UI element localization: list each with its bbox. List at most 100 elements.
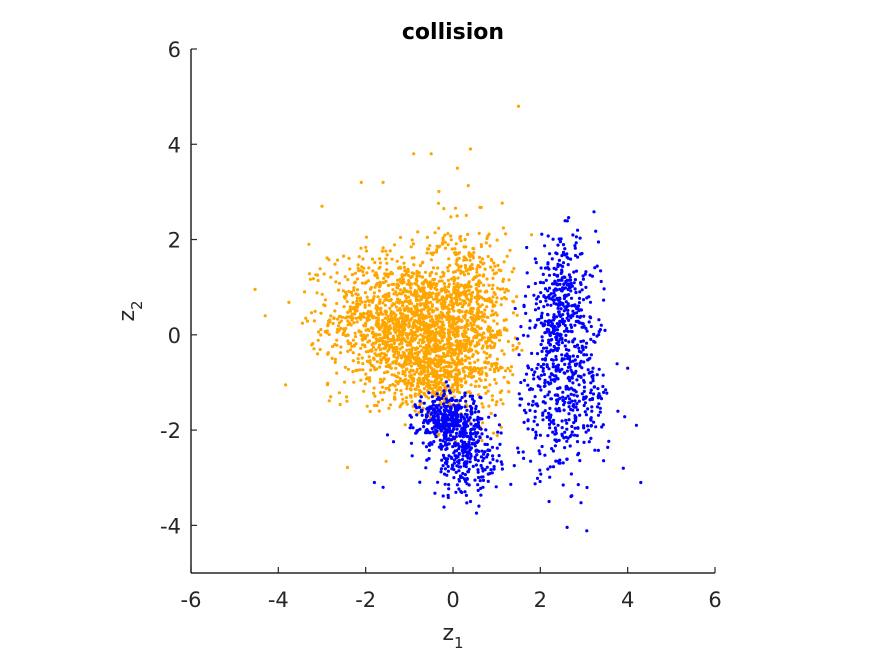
point-s2-1278 [474, 463, 478, 467]
point-s1-1006 [367, 328, 371, 333]
point-s2-1476 [468, 499, 473, 504]
point-s1-1604 [480, 310, 484, 314]
point-s2-1398 [432, 417, 436, 421]
point-s1-1934 [480, 338, 484, 342]
point-s2-1300 [454, 490, 458, 494]
point-s2-1201 [446, 409, 450, 413]
point-s1-1875 [438, 345, 442, 349]
point-s2-731 [598, 406, 602, 410]
point-s2-1171 [457, 404, 461, 408]
point-s1-1461 [401, 333, 405, 337]
point-s2-1032 [447, 389, 451, 393]
point-s1-1952 [449, 238, 453, 242]
point-s2-985 [465, 446, 469, 450]
point-s1-1232 [373, 394, 377, 398]
point-s1-2474 [410, 400, 414, 404]
point-s1-1476 [394, 348, 398, 352]
point-s1-2100 [478, 273, 482, 277]
point-s1-911 [374, 283, 378, 287]
point-s2-713 [533, 436, 538, 440]
point-s1-633 [456, 282, 460, 286]
point-s1-319 [397, 342, 401, 346]
point-s1-893 [464, 213, 468, 217]
point-s1-1867 [495, 433, 499, 438]
point-s2-84 [584, 285, 588, 289]
point-s2-733 [616, 409, 620, 413]
point-s2-692 [524, 372, 529, 376]
point-s1-1433 [346, 349, 350, 353]
point-s2-1234 [468, 460, 472, 464]
point-s1-2222 [499, 303, 503, 307]
point-s1-1894 [416, 230, 420, 234]
point-s2-826 [415, 413, 419, 417]
point-s2-259 [540, 311, 544, 315]
point-s1-1486 [396, 334, 400, 338]
point-s1-1023 [396, 297, 400, 301]
point-s1-2144 [452, 282, 456, 286]
point-s1-2303 [393, 395, 397, 399]
point-s2-156 [563, 275, 567, 279]
point-s1-551 [384, 249, 388, 253]
point-s1-676 [436, 319, 440, 323]
point-s2-364 [539, 266, 543, 270]
point-s2-113 [548, 252, 552, 256]
point-s1-1443 [350, 312, 354, 316]
point-s1-621 [386, 283, 390, 287]
point-s2-1360 [470, 411, 474, 416]
point-s1-1368 [421, 313, 425, 317]
point-s1-1157 [380, 318, 385, 323]
point-s2-226 [594, 229, 598, 233]
point-s1-2224 [457, 294, 461, 298]
point-s1-631 [360, 356, 364, 360]
point-s2-263 [543, 319, 547, 323]
point-s2-292 [540, 232, 544, 236]
point-s1-1572 [511, 311, 516, 315]
point-s1-2302 [461, 369, 466, 373]
point-s2-1354 [476, 420, 480, 425]
point-s1-1972 [492, 362, 496, 366]
point-s1-202 [374, 316, 378, 320]
point-s1-1328 [437, 354, 441, 358]
point-s1-883 [434, 316, 438, 321]
point-s1-1426 [341, 331, 345, 335]
point-s1-1128 [382, 390, 386, 394]
point-s1-1419 [422, 288, 426, 292]
point-s1-2363 [429, 380, 433, 384]
point-s1-912 [376, 400, 380, 404]
point-s1-1198 [406, 290, 410, 294]
point-s2-1174 [425, 407, 429, 411]
point-s2-1359 [473, 458, 478, 462]
point-s1-1179 [396, 328, 400, 332]
series-1 [253, 104, 534, 470]
point-s1-1874 [447, 335, 451, 339]
point-s2-185 [563, 323, 567, 328]
point-s2-1365 [439, 442, 443, 446]
point-s2-1293 [483, 450, 487, 454]
point-s1-1378 [410, 238, 414, 242]
point-s1-785 [373, 352, 377, 356]
point-s2-250 [558, 297, 562, 301]
point-s2-72 [547, 267, 551, 271]
point-s1-1816 [437, 339, 441, 343]
point-s1-2500 [263, 314, 267, 318]
point-s2-131 [555, 315, 559, 319]
point-s2-1113 [470, 406, 474, 410]
point-s2-508 [535, 476, 540, 480]
point-s2-260 [569, 296, 574, 300]
point-s1-2165 [466, 272, 470, 276]
point-s2-1083 [445, 418, 450, 422]
point-s1-701 [388, 272, 392, 276]
point-s1-2027 [507, 390, 511, 394]
x-axis-label: z1 [442, 621, 463, 652]
point-s1-502 [434, 327, 438, 331]
point-s2-368 [558, 282, 562, 286]
point-s1-2414 [463, 359, 467, 363]
point-s1-532 [335, 258, 340, 262]
point-s2-573 [557, 333, 561, 337]
point-s1-1147 [383, 354, 387, 359]
point-s2-536 [522, 408, 527, 412]
point-s2-1262 [418, 480, 422, 484]
point-s1-2240 [469, 267, 473, 271]
point-s2-1243 [445, 446, 449, 451]
point-s1-1859 [486, 254, 490, 259]
